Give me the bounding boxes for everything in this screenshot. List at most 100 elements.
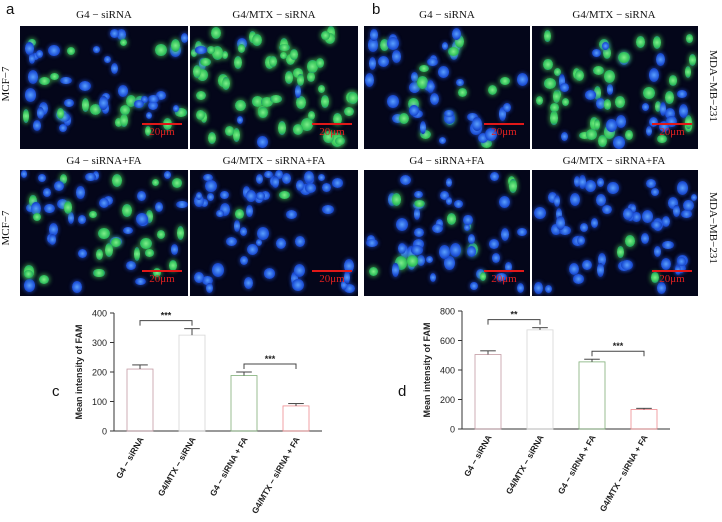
cell-nucleus (595, 97, 605, 110)
cell-nucleus (407, 246, 415, 260)
cell-nucleus (649, 68, 660, 82)
cell-nucleus (200, 198, 209, 207)
cell-nucleus (304, 182, 317, 193)
cell-nucleus (207, 131, 217, 145)
cell-nucleus (38, 101, 49, 115)
cell-nucleus (292, 124, 303, 135)
cell-nucleus (292, 278, 304, 291)
cell-nucleus (141, 95, 148, 104)
cell-nucleus (117, 84, 129, 97)
cell-nucleus (260, 97, 273, 107)
scale-bar: 20μm (312, 123, 352, 145)
cell-nucleus (24, 279, 36, 292)
cell-nucleus (508, 179, 517, 193)
cell-nucleus (92, 45, 101, 54)
cell-nucleus (155, 43, 167, 57)
cell-nucleus (444, 113, 456, 124)
y-tick-label: 400 (440, 366, 455, 376)
cell-nucleus (237, 43, 246, 54)
cell-nucleus (278, 190, 290, 199)
cell-nucleus (593, 66, 605, 75)
cell-nucleus (391, 193, 402, 207)
cell-nucleus (661, 241, 674, 250)
cell-nucleus (220, 203, 231, 216)
cell-nucleus (99, 95, 108, 110)
cell-nucleus (27, 70, 38, 84)
cell-nucleus (180, 32, 188, 43)
cell-nucleus (561, 131, 569, 142)
cell-nucleus (590, 217, 598, 229)
cell-nucleus (560, 83, 569, 92)
cell-nucleus (607, 182, 619, 194)
cell-nucleus (654, 245, 661, 257)
cell-nucleus (93, 268, 105, 278)
cell-nucleus (125, 95, 136, 108)
cell-nucleus (598, 134, 607, 147)
cell-nucleus (53, 180, 65, 191)
cell-nucleus (643, 86, 655, 99)
cell-nucleus (151, 178, 159, 186)
cell-nucleus (57, 198, 68, 209)
cell-nucleus (623, 208, 634, 220)
cell-nucleus (63, 99, 75, 108)
cell-nucleus (233, 220, 241, 232)
cell-nucleus (28, 53, 36, 65)
cell-nucleus (468, 234, 476, 245)
cell-nucleus (534, 206, 547, 220)
cell-nucleus (606, 84, 614, 95)
cell-nucleus (60, 76, 73, 85)
cell-nucleus (244, 276, 254, 290)
cell-nucleus (202, 173, 213, 182)
cell-nucleus (297, 74, 304, 86)
cell-nucleus (256, 173, 264, 185)
cell-nucleus (399, 113, 410, 125)
cell-nucleus (431, 223, 444, 234)
panel-label-d: d (398, 383, 407, 400)
cell-nucleus (463, 223, 471, 232)
cell-nucleus (196, 68, 209, 81)
cell-nucleus (419, 64, 430, 72)
cell-nucleus (39, 275, 49, 285)
cell-nucleus (427, 58, 439, 67)
cell-nucleus (648, 117, 658, 128)
cell-nucleus (169, 260, 178, 271)
cell-nucleus (654, 101, 662, 112)
bar-chart-c-svg: 0 100 200 300 400 Mean intensity of FAM G4 − s… (74, 309, 322, 515)
cell-nucleus (237, 38, 248, 49)
microscopy-image: 20μm (532, 170, 698, 296)
cell-nucleus (306, 72, 316, 83)
cell-nucleus (448, 46, 460, 56)
cell-nucleus (445, 197, 453, 205)
cell-nucleus (559, 226, 571, 235)
cell-nucleus (196, 91, 206, 101)
y-tick-label: 400 (92, 309, 107, 319)
y-axis-title: Mean intensity of FAM (74, 324, 84, 419)
cell-nucleus (677, 181, 689, 195)
cell-nucleus (67, 47, 75, 55)
cell-nucleus (97, 227, 110, 240)
cell-nucleus (137, 190, 146, 201)
cell-nucleus (207, 193, 214, 201)
cell-nucleus (439, 191, 449, 201)
cell-nucleus (466, 246, 477, 258)
cell-nucleus (480, 139, 493, 148)
cell-nucleus (579, 175, 586, 189)
microscopy-image: 20μm (364, 26, 530, 149)
cell-nucleus (498, 106, 507, 121)
scale-bar: 20μm (484, 270, 524, 292)
cell-nucleus (550, 111, 558, 125)
cell-nucleus (119, 105, 131, 115)
cell-nucleus (48, 233, 57, 245)
cell-nucleus (89, 210, 97, 218)
cell-nucleus (579, 223, 589, 233)
cell-nucleus (457, 87, 468, 97)
cell-line-label: MCF−7 (0, 66, 12, 102)
cell-nucleus (581, 259, 592, 271)
cell-nucleus (31, 52, 40, 61)
cell-nucleus (206, 45, 215, 54)
cell-nucleus (291, 272, 298, 286)
microscopy-image: 20μm (20, 26, 188, 149)
cell-nucleus (629, 204, 637, 214)
cell-nucleus (625, 129, 633, 141)
cell-nucleus (344, 106, 354, 117)
